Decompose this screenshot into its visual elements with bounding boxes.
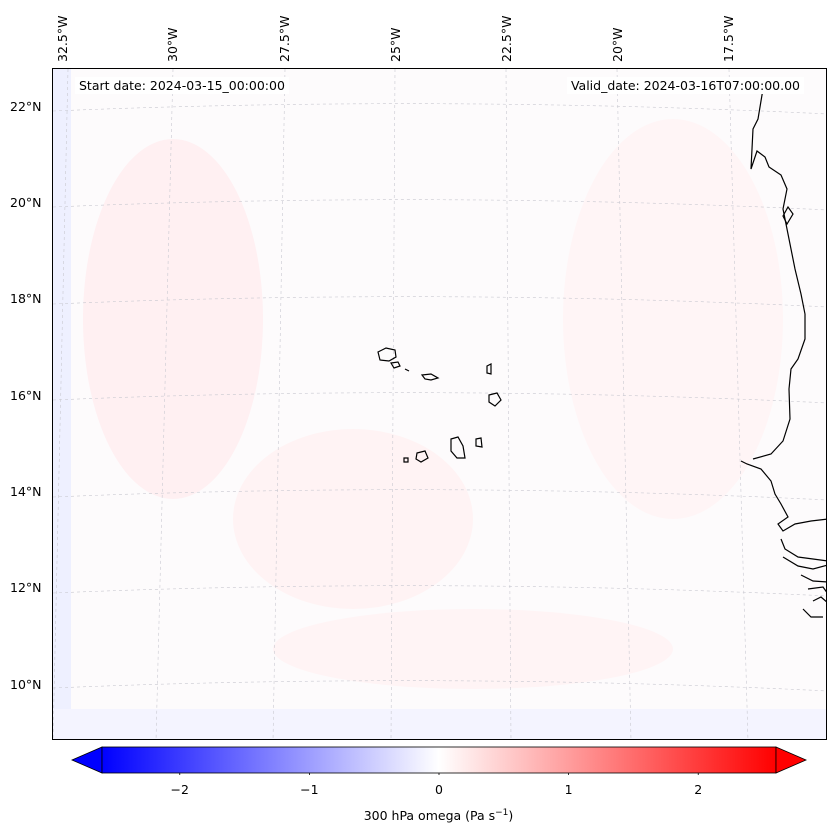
colorbar-body [101, 746, 777, 774]
lon-label-27-5w: 27.5°W [277, 15, 292, 62]
coast-cap-vert-senegal [740, 460, 826, 532]
field-blue-bottom-edge [53, 709, 826, 739]
coast-gambia-guinea [780, 538, 826, 618]
west-african-coastline [740, 88, 826, 618]
island-maio [475, 437, 483, 448]
colorbar-tick-label: −2 [170, 782, 189, 797]
lon-label-25w: 25°W [388, 27, 403, 62]
map-canvas [53, 69, 826, 739]
lon-label-22-5w: 22.5°W [499, 15, 514, 62]
lat-label-14n: 14°N [10, 484, 42, 499]
lon-label-32-5w: 32.5°W [55, 15, 70, 62]
lat-label-18n: 18°N [10, 291, 42, 306]
lon-label-30w: 30°W [165, 27, 180, 62]
field-pink-south-patch [273, 609, 673, 689]
coast-mauritania [750, 88, 806, 460]
island-sao-vicente [390, 361, 401, 369]
field-pink-east-patch [563, 119, 783, 519]
lat-label-22n: 22°N [10, 99, 42, 114]
island-santiago [450, 436, 466, 459]
colorbar [70, 746, 808, 775]
lat-label-16n: 16°N [10, 388, 42, 403]
start-date-label: Start date: 2024-03-15_00:00:00 [75, 77, 289, 94]
field-blue-left-edge [53, 69, 71, 739]
cape-verde-islands [377, 347, 502, 463]
colorbar-tick-label: 1 [564, 782, 573, 797]
island-santa-luzia [404, 368, 410, 372]
field-pink-west-patch [83, 139, 263, 499]
valid-date-label: Valid_date: 2024-03-16T07:00:00.00 [566, 77, 804, 94]
lat-label-20n: 20°N [10, 195, 42, 210]
island-boa-vista [488, 392, 502, 407]
colorbar-tick-label: 2 [694, 782, 703, 797]
map-panel: Start date: 2024-03-15_00:00:00 Valid_da… [52, 68, 827, 740]
island-fogo [415, 450, 429, 463]
colorbar-tick-label: −1 [300, 782, 319, 797]
island-brava [403, 457, 409, 463]
colorbar-tick-label: 0 [435, 782, 443, 797]
field-pink-center-patch [233, 429, 473, 609]
lat-label-12n: 12°N [10, 580, 42, 595]
graticule [53, 69, 826, 739]
island-sao-nicolau [420, 373, 440, 381]
island-bioko-tiny [782, 205, 794, 226]
lat-label-10n: 10°N [10, 677, 42, 692]
island-sal [486, 363, 492, 375]
lon-label-20w: 20°W [610, 27, 625, 62]
lon-label-17-5w: 17.5°W [721, 15, 736, 62]
colorbar-label: 300 hPa omega (Pa s−1) [363, 808, 514, 824]
colorbar-extend-min [70, 746, 103, 774]
colorbar-extend-max [775, 746, 808, 774]
island-santo-antao [377, 347, 397, 362]
